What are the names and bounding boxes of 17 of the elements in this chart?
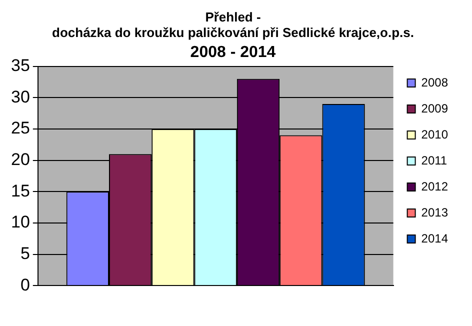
y-tick-label: 10 [10,212,30,232]
y-tick-label: 5 [20,244,30,263]
legend-label: 2010 [421,127,448,142]
legend-label: 2011 [421,153,448,168]
chart-subtitle: 2008 - 2014 [190,44,276,62]
y-tick-label: 0 [20,275,30,294]
legend-label: 2014 [421,231,448,246]
y-tick-label: 35 [10,56,30,76]
y-tick-label: 20 [10,150,30,170]
y-tick-label: 30 [10,87,30,106]
legend-label: 2013 [421,205,448,220]
legend-label: 2012 [421,179,448,194]
y-tick-label: 25 [10,118,30,138]
chart-title: Přehled - docházka do kroužku paličkování při Sedlické krajce,o.p.s. [52,9,414,40]
y-tick-label: 15 [10,181,30,200]
legend-label: 2009 [421,101,448,116]
legend-label: 2008 [421,75,448,90]
